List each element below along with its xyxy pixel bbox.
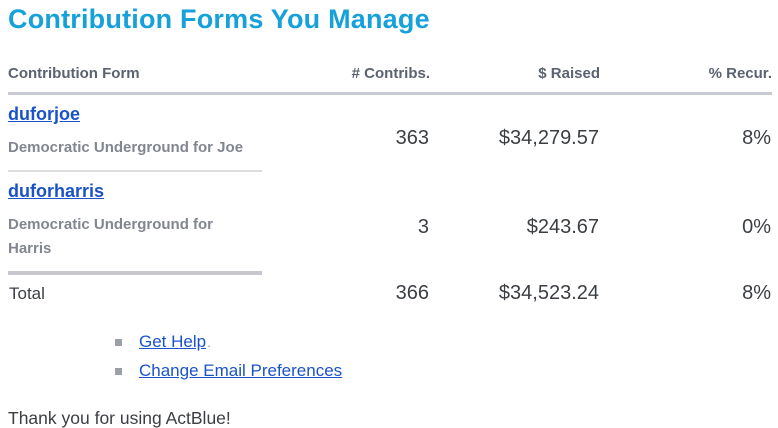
total-recur-value: 8% xyxy=(742,282,771,304)
recur-value: 8% xyxy=(742,127,771,149)
total-raised-value: $34,523.24 xyxy=(498,282,599,304)
column-header-contribution-form: Contribution Form xyxy=(8,65,262,95)
form-link-duforharris[interactable]: duforharris xyxy=(8,181,105,201)
contribs-value: 3 xyxy=(417,216,429,238)
link-suffix: . xyxy=(207,334,211,350)
recur-value: 0% xyxy=(742,216,771,238)
raised-value: $34,279.57 xyxy=(498,127,599,149)
table-total-row: Total 366 $34,523.24 8% xyxy=(8,273,772,306)
form-cell: duforharris Democratic Underground for H… xyxy=(8,171,262,275)
page-title: Contribution Forms You Manage xyxy=(8,4,430,34)
get-help-link[interactable]: Get Help xyxy=(139,332,207,351)
total-contribs-value: 366 xyxy=(395,282,429,304)
thank-you-text: Thank you for using ActBlue! xyxy=(8,408,231,428)
form-link-duforjoe[interactable]: duforjoe xyxy=(8,104,80,124)
help-links-list: Get Help . Change Email Preferences xyxy=(8,332,772,381)
total-label: Total xyxy=(9,284,45,303)
contribution-forms-table: Contribution Form # Contribs. $ Raised %… xyxy=(8,65,772,306)
square-bullet-icon xyxy=(115,338,122,346)
column-header-contribs: # Contribs. xyxy=(262,65,430,95)
column-header-recur: % Recur. xyxy=(600,65,772,95)
contribs-value: 363 xyxy=(395,127,429,149)
form-name: Democratic Underground for Joe xyxy=(8,139,244,156)
list-item: Change Email Preferences xyxy=(115,361,772,381)
column-header-raised: $ Raised xyxy=(430,65,600,95)
raised-value: $243.67 xyxy=(526,216,599,238)
table-header-row: Contribution Form # Contribs. $ Raised %… xyxy=(8,65,772,95)
form-cell: duforjoe Democratic Underground for Joe xyxy=(8,93,262,172)
table-row: duforharris Democratic Underground for H… xyxy=(8,171,772,275)
form-name: Democratic Underground for Harris xyxy=(8,216,214,257)
square-bullet-icon xyxy=(115,367,122,375)
table-row: duforjoe Democratic Underground for Joe … xyxy=(8,93,772,172)
change-email-preferences-link[interactable]: Change Email Preferences xyxy=(139,361,343,380)
list-item: Get Help . xyxy=(115,332,772,352)
